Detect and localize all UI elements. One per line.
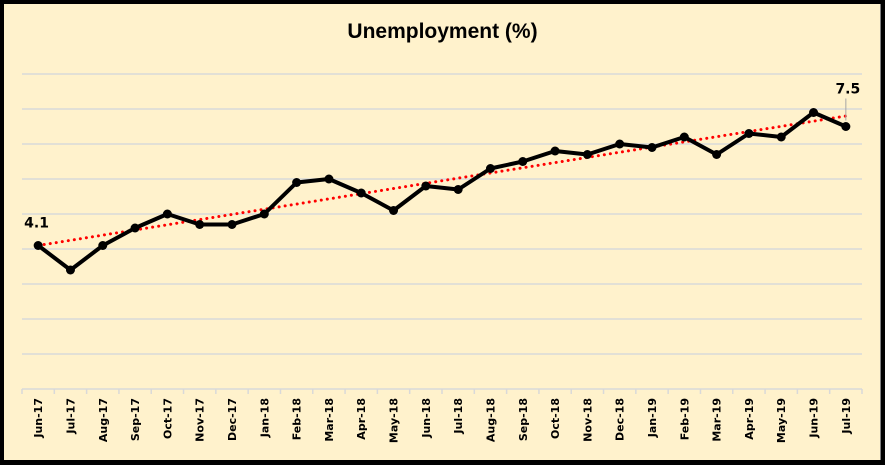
x-tick-label: Dec-17 xyxy=(226,398,239,441)
data-point-marker xyxy=(259,209,269,219)
x-tick-label: Apr-19 xyxy=(743,398,756,440)
x-tick-label: Jun-18 xyxy=(420,398,433,439)
x-tick-label: Aug-17 xyxy=(97,398,110,442)
data-point-marker xyxy=(485,164,495,173)
data-point-marker xyxy=(744,129,754,138)
x-tick-label: Feb-18 xyxy=(291,398,304,440)
x-tick-labels: Jun-17 Jul-17 Aug-17 Sep-17 Oct-17 Nov-17 Dec-… xyxy=(32,398,853,443)
x-axis xyxy=(21,388,863,394)
data-point-marker xyxy=(130,223,140,233)
x-tick-label: Mar-19 xyxy=(711,398,724,442)
data-point-marker xyxy=(712,150,722,159)
x-tick-label: Jul-17 xyxy=(64,398,77,435)
x-tick-label: Sep-17 xyxy=(129,398,142,441)
data-point-marker xyxy=(647,143,657,152)
data-point-marker xyxy=(421,181,431,191)
x-tick-label: Sep-18 xyxy=(517,398,530,441)
data-point-marker xyxy=(162,209,172,219)
data-labels: 4.1 7.5 xyxy=(24,82,860,232)
data-point-marker xyxy=(389,206,399,215)
trendline xyxy=(36,114,848,247)
x-tick-label: May-19 xyxy=(775,398,788,443)
data-point-marker xyxy=(776,132,786,142)
gridlines xyxy=(22,73,862,355)
data-point-marker xyxy=(356,188,366,198)
data-point-marker xyxy=(679,132,689,142)
data-point-marker xyxy=(33,241,43,250)
data-point-marker xyxy=(615,139,625,149)
x-tick-label: Jul-18 xyxy=(452,398,465,435)
data-label: 4.1 xyxy=(24,216,49,232)
x-tick-label: Oct-18 xyxy=(549,398,562,439)
x-tick-label: Jan-19 xyxy=(646,398,659,438)
x-tick-label: Mar-18 xyxy=(323,398,336,442)
series-line xyxy=(36,110,847,272)
data-point-marker xyxy=(292,178,302,187)
x-tick-label: Jul-19 xyxy=(840,398,853,435)
data-point-marker xyxy=(841,122,851,131)
data-point-marker xyxy=(324,174,334,184)
x-tick-label: May-18 xyxy=(388,398,401,443)
x-tick-label: Jan-18 xyxy=(258,398,271,438)
data-point-marker xyxy=(518,157,528,166)
data-point-marker xyxy=(65,265,75,275)
x-tick-label: Apr-18 xyxy=(355,398,368,440)
data-point-marker xyxy=(98,241,108,250)
x-tick-label: Aug-18 xyxy=(484,398,497,442)
data-point-marker xyxy=(550,146,560,156)
x-tick-label: Oct-17 xyxy=(161,398,174,439)
chart-area xyxy=(4,4,881,460)
data-point-marker xyxy=(227,220,237,229)
x-tick-label: Nov-18 xyxy=(581,398,594,442)
data-point-marker xyxy=(809,108,819,117)
x-tick-label: Dec-18 xyxy=(614,398,627,441)
x-tick-label: Jun-19 xyxy=(808,398,821,439)
data-series xyxy=(33,108,851,275)
x-tick-label: Nov-17 xyxy=(194,398,207,442)
chart-title: Unemployment (%) xyxy=(347,20,538,43)
data-point-marker xyxy=(453,185,463,194)
trendline-path xyxy=(36,114,848,247)
x-tick-label: Jun-17 xyxy=(32,398,45,439)
data-point-marker xyxy=(195,220,205,229)
data-label: 7.5 xyxy=(835,82,860,98)
x-tick-label: Feb-19 xyxy=(678,398,691,440)
data-point-marker xyxy=(582,150,592,159)
